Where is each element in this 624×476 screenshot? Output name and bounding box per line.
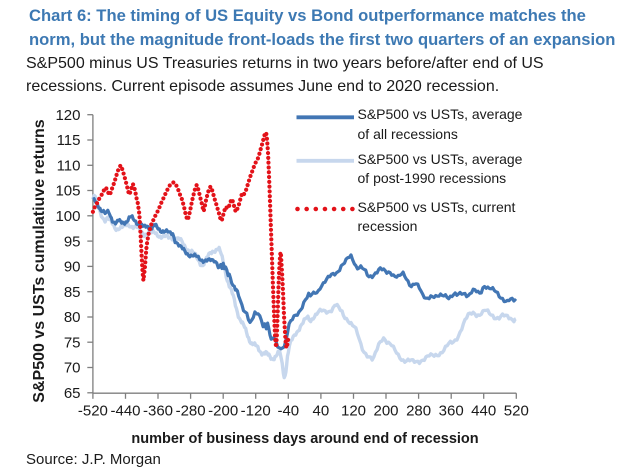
svg-text:360: 360 [439,403,464,420]
svg-text:-200: -200 [208,403,238,420]
svg-text:90: 90 [64,259,81,276]
svg-text:-280: -280 [176,403,206,420]
svg-text:65: 65 [64,385,81,402]
svg-text:110: 110 [57,158,81,175]
svg-text:number of business days around: number of business days around end of re… [131,431,478,447]
svg-text:120: 120 [55,107,80,124]
svg-text:S&P500 vs USTs cumulatiuve ret: S&P500 vs USTs cumulatiuve returns [31,119,48,402]
svg-text:85: 85 [64,284,81,301]
svg-text:100: 100 [55,208,80,225]
svg-text:200: 200 [373,403,398,420]
svg-text:440: 440 [471,403,496,420]
svg-text:-40: -40 [277,403,299,420]
svg-text:70: 70 [64,360,81,377]
svg-text:-360: -360 [143,403,173,420]
svg-text:520: 520 [504,403,529,420]
svg-text:75: 75 [64,334,81,351]
svg-text:280: 280 [406,403,431,420]
svg-text:120: 120 [341,403,366,420]
svg-text:115: 115 [57,132,81,149]
svg-text:105: 105 [55,183,80,200]
svg-text:80: 80 [64,309,81,326]
svg-text:-520: -520 [78,403,108,420]
svg-text:-440: -440 [110,403,140,420]
svg-text:95: 95 [64,233,81,250]
svg-text:-120: -120 [241,403,271,420]
svg-text:40: 40 [313,403,330,420]
